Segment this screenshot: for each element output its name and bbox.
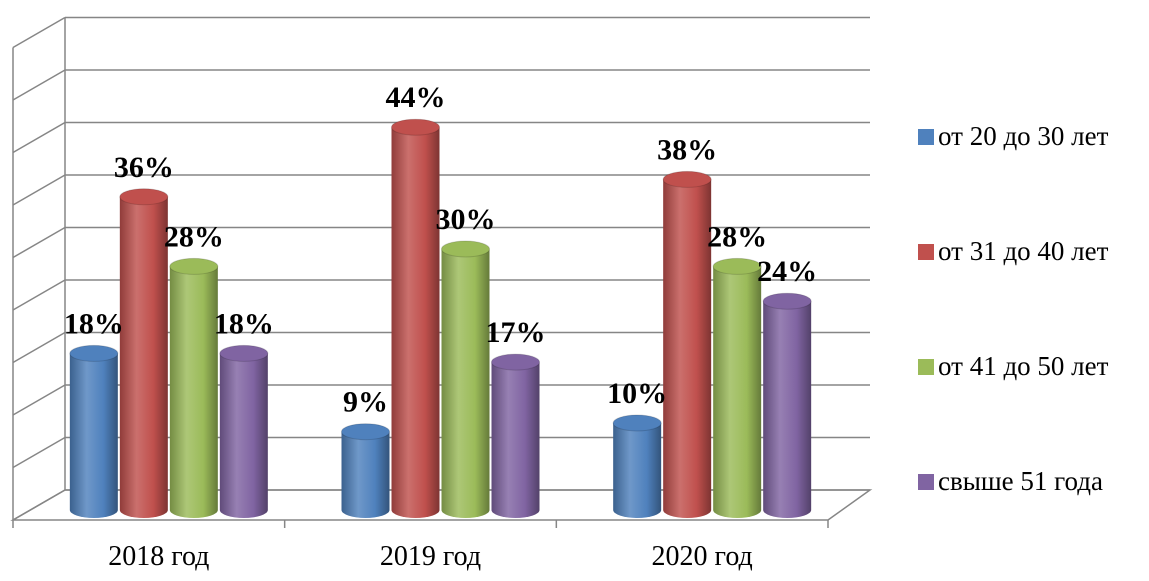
bar-2019-год-от-31-до-40-лет	[391, 118, 440, 518]
gridline-depth	[12, 384, 66, 416]
bar-top	[491, 353, 540, 371]
bar-2019-год-свыше-51-года	[491, 353, 540, 518]
legend-swatch	[918, 474, 934, 490]
bar-body	[169, 266, 218, 518]
legend-swatch	[918, 129, 934, 145]
bar-2018-год-свыше-51-года	[219, 344, 269, 518]
bar-top	[119, 188, 169, 206]
category-label: 2020 год	[652, 541, 753, 572]
bar-body	[613, 423, 662, 518]
bar-top	[69, 344, 119, 362]
bar-body	[491, 362, 540, 518]
data-label: 36%	[114, 151, 174, 184]
legend-swatch	[918, 244, 934, 260]
data-label: 24%	[757, 255, 817, 288]
axis	[10, 17, 873, 528]
gridline-depth	[12, 226, 66, 259]
bars	[69, 118, 812, 518]
bar-body	[663, 179, 712, 518]
bar-2018-год-от-20-до-30-лет	[69, 344, 119, 518]
data-label: 38%	[657, 133, 717, 166]
bar-top	[169, 257, 219, 275]
data-label: 9%	[343, 386, 388, 419]
category-labels: 2018 год 2019 год 2020 год	[108, 541, 753, 572]
data-label: 10%	[607, 377, 667, 410]
data-label: 44%	[386, 81, 446, 114]
gridline-depth	[12, 16, 66, 49]
legend-item-от-20-до-30-лет: от 20 до 30 лет	[918, 121, 1109, 151]
bar-2019-год-от-41-до-50-лет	[441, 240, 490, 518]
bar-body	[713, 266, 762, 518]
gridline-depth	[12, 279, 66, 311]
legend-label: от 41 до 50 лет	[938, 351, 1109, 381]
data-label: 28%	[164, 220, 224, 253]
bar-top	[762, 292, 812, 310]
bar-2019-год-от-20-до-30-лет	[341, 423, 390, 518]
legend-swatch	[918, 359, 934, 375]
legend-item-от-41-до-50-лет: от 41 до 50 лет	[918, 351, 1109, 381]
bar-body	[119, 196, 168, 518]
bar-body	[763, 301, 812, 518]
bar-body	[441, 249, 490, 518]
bar-body	[219, 353, 268, 518]
bar-2020-год-от-41-до-50-лет	[712, 257, 762, 518]
bar-top	[612, 414, 662, 432]
bar-top	[391, 118, 440, 136]
gridline-depth	[12, 121, 66, 154]
gridline-depth	[12, 174, 66, 206]
legend-label: от 31 до 40 лет	[938, 236, 1109, 266]
legend-item-от-31-до-40-лет: от 31 до 40 лет	[918, 236, 1109, 266]
legend-label: свыше 51 года	[938, 466, 1103, 496]
category-label: 2019 год	[380, 541, 481, 572]
data-label: 28%	[707, 220, 767, 253]
bar-2020-год-свыше-51-года	[762, 292, 812, 518]
bar-top	[712, 257, 762, 275]
bar-2018-год-от-41-до-50-лет	[169, 257, 219, 518]
data-label: 18%	[214, 307, 274, 340]
bar-2020-год-от-31-до-40-лет	[662, 170, 712, 518]
data-label: 18%	[64, 307, 124, 340]
legend: от 20 до 30 лет от 31 до 40 лет от 41 до 5…	[918, 121, 1109, 496]
gridline-depth	[12, 331, 66, 364]
legend-label: от 20 до 30 лет	[938, 121, 1109, 151]
bar-2020-год-от-20-до-30-лет	[612, 414, 662, 518]
gridline-depth	[12, 436, 66, 469]
data-label: 17%	[486, 316, 546, 349]
data-labels: 18%36%28%18%9%44%30%17%10%38%28%24%	[64, 81, 817, 419]
bar-top	[441, 240, 490, 258]
bar-body	[69, 353, 118, 518]
data-label: 30%	[436, 203, 496, 236]
category-label: 2018 год	[108, 541, 209, 572]
bar-2018-год-от-31-до-40-лет	[119, 188, 169, 518]
legend-item-свыше-51-года: свыше 51 года	[918, 466, 1103, 496]
bar-body	[391, 127, 440, 518]
bar-top	[662, 170, 712, 188]
bar-top	[219, 344, 269, 362]
gridline-depth	[12, 69, 66, 101]
bar-body	[341, 431, 390, 518]
bar-top	[341, 423, 390, 441]
